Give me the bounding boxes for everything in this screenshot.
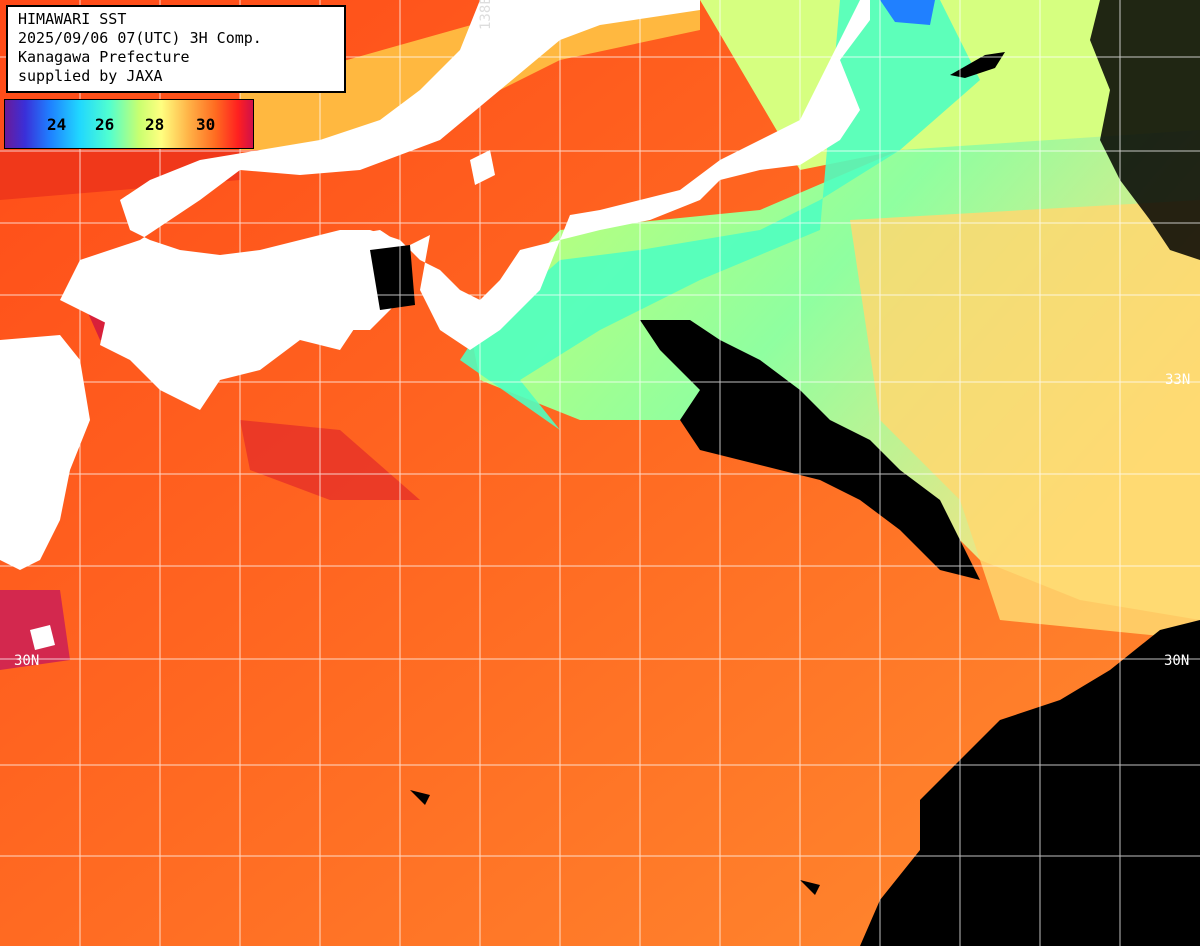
land-shikoku	[100, 285, 300, 410]
lon-label-138e: 138E	[478, 0, 494, 30]
cloud-mainland-patch	[370, 245, 415, 310]
cloud-northeast	[1090, 0, 1200, 260]
lat-label-30-right: 30N	[1164, 653, 1190, 669]
map-datetime: 2025/09/06 07(UTC) 3H Comp.	[18, 29, 262, 47]
cloud-southeast	[860, 620, 1200, 946]
map-title: HIMAWARI SST	[18, 10, 127, 28]
lat-label-33-right: 33N	[1165, 372, 1191, 388]
cloud-center	[640, 320, 980, 580]
sea-hot-offshore	[240, 420, 420, 500]
temperature-legend: 24 26 28 30	[4, 99, 254, 149]
sea-yellow-east	[850, 200, 1200, 640]
lat-label-30-left: 30N	[14, 653, 40, 669]
legend-tick-26: 26	[95, 115, 115, 134]
map-region: Kanagawa Prefecture	[18, 48, 190, 66]
cloud-small-black	[950, 52, 1005, 78]
land-island-3	[0, 370, 25, 410]
sea-blue-patch	[880, 0, 935, 25]
land-island-2	[470, 150, 495, 185]
lat-label-33-left: 33	[12, 374, 29, 390]
map-credit: supplied by JAXA	[18, 67, 163, 85]
legend-tick-24: 24	[47, 115, 67, 134]
sea-hot-west	[0, 150, 240, 200]
legend-tick-30: 30	[196, 115, 216, 134]
land-island-1	[30, 625, 55, 650]
info-box: HIMAWARI SST 2025/09/06 07(UTC) 3H Comp.…	[6, 5, 346, 93]
legend-tick-28: 28	[145, 115, 165, 134]
